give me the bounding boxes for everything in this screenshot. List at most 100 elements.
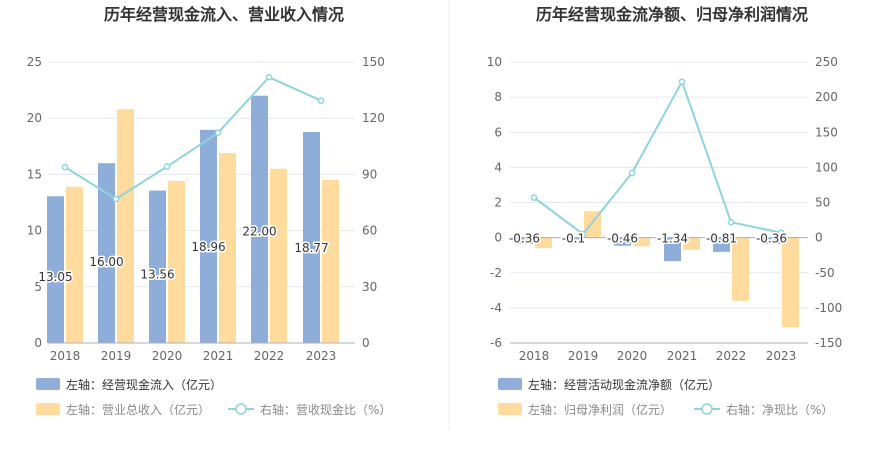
chart2-left-tick: 8 bbox=[494, 90, 502, 104]
chart1-x-tick: 2020 bbox=[152, 349, 183, 363]
chart2-right-tick: 200 bbox=[815, 90, 838, 104]
chart2-left-tick: 0 bbox=[494, 231, 502, 245]
chart2-data-label-2018: -0.36 bbox=[509, 232, 540, 246]
chart2-line-point-2020 bbox=[628, 169, 636, 177]
chart1-bar-s2-2021 bbox=[219, 153, 236, 343]
chart1-bar-s1-2020 bbox=[149, 190, 166, 343]
chart2-bar-s2-2020 bbox=[633, 237, 650, 247]
chart1-legend-swatch-1 bbox=[36, 378, 60, 390]
chart1-right-tick: 150 bbox=[362, 55, 385, 69]
chart2-line-point-2022 bbox=[727, 218, 735, 226]
chart1-line-point-2023 bbox=[317, 97, 325, 104]
chart1-bar-s1-2021 bbox=[200, 129, 217, 343]
chart2-bar-s1-2023 bbox=[763, 237, 780, 244]
chart2-data-label-2021: -1.34 bbox=[657, 232, 688, 246]
chart1-x-tick: 2023 bbox=[306, 349, 337, 363]
chart2-bar-s1-2021 bbox=[664, 237, 681, 262]
chart1-legend-label-2: 左轴：营业总收入（亿元） bbox=[66, 402, 210, 417]
chart1-legend-label-3: 右轴：营收现金比（%） bbox=[260, 402, 391, 417]
chart1-x-tick: 2021 bbox=[203, 349, 234, 363]
chart1-left-tick: 5 bbox=[34, 280, 42, 294]
chart1-data-label-2021: 18.96 bbox=[191, 240, 225, 254]
chart2-right-tick: 150 bbox=[815, 125, 838, 139]
chart1-left-tick: 0 bbox=[34, 336, 42, 350]
chart1-data-label-2018: 13.05 bbox=[38, 270, 72, 284]
chart2-right-tick: 100 bbox=[815, 160, 838, 174]
chart1-bar-s2-2023 bbox=[322, 180, 339, 343]
chart1-data-label-2019: 16.00 bbox=[89, 255, 123, 269]
chart2-x-tick: 2023 bbox=[766, 349, 797, 363]
chart1-right-tick: 60 bbox=[362, 224, 377, 238]
chart2-bar-s1-2022 bbox=[713, 237, 730, 252]
chart2-title: 历年经营现金流净额、归母净利润情况 bbox=[536, 5, 808, 24]
chart2-left-tick: -6 bbox=[490, 336, 502, 350]
chart1-x-tick: 2018 bbox=[50, 349, 81, 363]
chart2-line-point-2019 bbox=[579, 230, 587, 238]
chart1-bar-s2-2019 bbox=[117, 109, 134, 343]
chart2-bar-s2-2022 bbox=[732, 237, 749, 301]
chart2-x-tick: 2022 bbox=[716, 349, 747, 363]
chart2-data-label-2023: -0.36 bbox=[756, 232, 787, 246]
chart1-bar-s2-2018 bbox=[66, 186, 83, 343]
chart1-bar-s2-2020 bbox=[168, 181, 185, 343]
chart2-bar-s2-2018 bbox=[535, 237, 552, 249]
chart1-line-point-2020 bbox=[163, 163, 171, 170]
chart2-x-tick: 2021 bbox=[667, 349, 698, 363]
chart1-line-point-2022 bbox=[265, 73, 273, 81]
chart2-right-tick: -150 bbox=[815, 336, 842, 350]
chart1-right-tick: 30 bbox=[362, 280, 377, 294]
chart2-data-label-2020: -0.46 bbox=[607, 232, 638, 246]
chart1-legend-label-1: 左轴：经营现金流入（亿元） bbox=[66, 377, 222, 392]
chart1-line-point-2018 bbox=[61, 163, 69, 171]
chart2-right-tick: -100 bbox=[815, 301, 842, 315]
chart2-right-tick: 50 bbox=[815, 196, 830, 210]
chart1-bar-s1-2019 bbox=[98, 163, 115, 343]
chart1-bar-s2-2022 bbox=[270, 168, 287, 343]
chart2-left-tick: -2 bbox=[490, 266, 502, 280]
chart2-right-tick: 250 bbox=[815, 55, 838, 69]
chart1-line-point-2019 bbox=[112, 195, 120, 203]
chart2-line-series bbox=[533, 79, 782, 236]
chart1-left-tick: 20 bbox=[27, 111, 42, 125]
chart2-line-point-2018 bbox=[530, 194, 538, 201]
chart1-left-tick: 10 bbox=[27, 224, 42, 238]
chart2-left-tick: 6 bbox=[494, 125, 502, 139]
chart2-legend-label-2: 左轴：归母净利润（亿元） bbox=[528, 402, 672, 417]
chart2-bar-s1-2018 bbox=[516, 237, 533, 244]
chart2-bar-s1-2019 bbox=[565, 237, 582, 240]
chart2-left-tick: -4 bbox=[490, 301, 502, 315]
chart1-right-tick: 0 bbox=[362, 336, 370, 350]
chart1-left-tick: 15 bbox=[27, 167, 42, 181]
chart2-line-point-2021 bbox=[678, 78, 686, 86]
chart1-line-point-2021 bbox=[214, 129, 222, 137]
chart2-bar-s2-2021 bbox=[683, 237, 700, 250]
chart2-right-tick: -50 bbox=[815, 266, 835, 280]
chart2-bar-s1-2020 bbox=[614, 237, 631, 246]
chart1-bar-s1-2018 bbox=[47, 196, 64, 343]
chart1-x-tick: 2019 bbox=[101, 349, 132, 363]
chart1-data-label-2023: 18.77 bbox=[294, 241, 328, 255]
chart2-bar-s2-2023 bbox=[782, 237, 799, 328]
chart2-left-tick: 2 bbox=[494, 196, 502, 210]
chart2-legend-marker-3 bbox=[701, 403, 713, 415]
chart2-left-tick: 10 bbox=[487, 55, 502, 69]
chart2-data-label-2019: -0.1 bbox=[562, 232, 585, 246]
chart2-legend-label-3: 右轴：净现比（%） bbox=[726, 402, 833, 417]
chart2-legend-label-1: 左轴：经营活动现金流净额（亿元） bbox=[528, 377, 720, 392]
chart1-x-tick: 2022 bbox=[254, 349, 285, 363]
chart2-line-point-2023 bbox=[777, 229, 785, 237]
chart1-bar-s1-2023 bbox=[303, 132, 320, 343]
chart1-left-tick: 25 bbox=[27, 55, 42, 69]
chart2-x-tick: 2018 bbox=[519, 349, 550, 363]
chart1-right-tick: 90 bbox=[362, 167, 377, 181]
chart2-right-tick: 0 bbox=[815, 231, 823, 245]
chart2-legend-swatch-2 bbox=[498, 403, 522, 415]
chart1-data-label-2020: 13.56 bbox=[140, 267, 174, 281]
chart1-title: 历年经营现金流入、营业收入情况 bbox=[104, 5, 344, 24]
chart1-right-tick: 120 bbox=[362, 111, 385, 125]
chart2-data-label-2022: -0.81 bbox=[706, 232, 737, 246]
chart2-x-tick: 2019 bbox=[568, 349, 599, 363]
chart1-data-label-2022: 22.00 bbox=[242, 225, 276, 239]
chart1-bar-s1-2022 bbox=[251, 95, 268, 343]
